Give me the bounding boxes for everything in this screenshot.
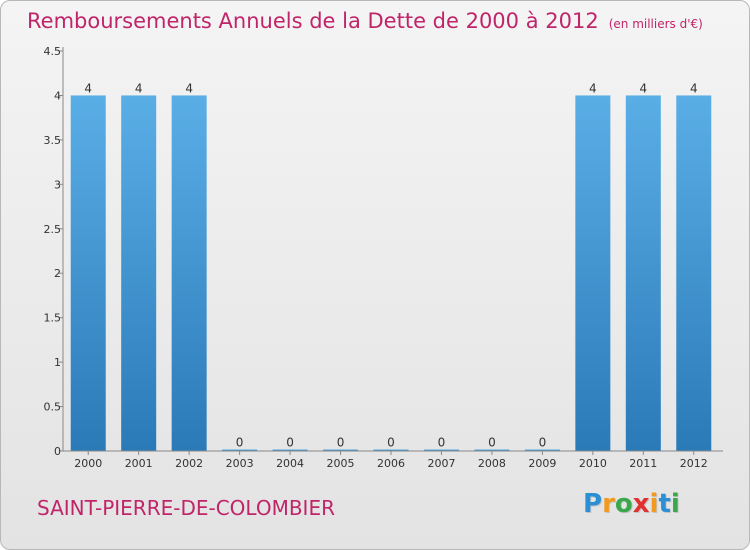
data-label-2009: 0 (539, 436, 547, 450)
data-label-2006: 0 (387, 436, 395, 450)
bar-2011 (625, 95, 661, 451)
chart-unit: (en milliers d'€) (608, 17, 703, 31)
x-tick-label-2008: 2008 (478, 457, 506, 470)
data-label-2007: 0 (438, 436, 446, 450)
brand-letter: i (670, 489, 680, 519)
bar-2002 (171, 95, 207, 451)
data-label-2008: 0 (488, 436, 496, 450)
data-label-2002: 4 (185, 81, 193, 95)
bar-2005 (323, 449, 359, 451)
chart-title: Remboursements Annuels de la Dette de 20… (27, 9, 703, 33)
brand-letter: o (614, 489, 633, 519)
bar-2004 (272, 449, 308, 451)
x-tick-label-2005: 2005 (327, 457, 355, 470)
bar-2009 (524, 449, 560, 451)
y-tick-label: 0 (54, 445, 61, 458)
y-tick-label: 4 (54, 89, 61, 102)
data-label-2010: 4 (589, 81, 597, 95)
bars-group: 4 4 4 0 0 0 0 0 0 0 4 4 4 (70, 81, 712, 451)
y-tick-label: 1 (54, 356, 61, 369)
commune-name: SAINT-PIERRE-DE-COLOMBIER (37, 496, 335, 520)
x-tick-label-2003: 2003 (226, 457, 254, 470)
y-tick-label: 4.5 (44, 45, 62, 58)
x-tick-label-2009: 2009 (528, 457, 556, 470)
y-tick-label: 2 (54, 267, 61, 280)
x-tick-label-2007: 2007 (427, 457, 455, 470)
y-tick-label: 1.5 (44, 312, 62, 325)
brand-letter: x (632, 489, 650, 519)
brand-letter: i (649, 489, 659, 519)
brand-letter: P (583, 489, 603, 519)
bar-2012 (676, 95, 712, 451)
x-tick-label-2000: 2000 (74, 457, 102, 470)
bar-2000 (70, 95, 106, 451)
data-label-2001: 4 (135, 81, 143, 95)
brand-logo: Proxiti (583, 489, 680, 519)
bar-2003 (222, 449, 258, 451)
y-tick-label: 3 (54, 178, 61, 191)
y-tick-label: 0.5 (44, 401, 62, 414)
bar-2006 (373, 449, 409, 451)
x-tick-label-2004: 2004 (276, 457, 304, 470)
data-label-2012: 4 (690, 81, 698, 95)
data-label-2000: 4 (84, 81, 92, 95)
x-tick-label-2002: 2002 (175, 457, 203, 470)
x-tick-label-2001: 2001 (125, 457, 153, 470)
bar-2001 (121, 95, 157, 451)
axes-group: 2000 2001 2002 2003 2004 2005 2006 2007 2008 2009… (44, 45, 723, 470)
brand-letter: r (602, 489, 615, 519)
x-tick-label-2010: 2010 (579, 457, 607, 470)
x-tick-label-2012: 2012 (680, 457, 708, 470)
data-label-2003: 0 (236, 436, 244, 450)
x-tick-label-2006: 2006 (377, 457, 405, 470)
bar-2008 (474, 449, 510, 451)
y-tick-label: 2.5 (44, 223, 62, 236)
x-tick-label-2011: 2011 (629, 457, 657, 470)
y-tick-label: 3.5 (44, 134, 62, 147)
data-label-2004: 0 (286, 436, 294, 450)
data-label-2005: 0 (337, 436, 345, 450)
bar-2007 (423, 449, 459, 451)
brand-letter: t (658, 489, 671, 519)
bar-2010 (575, 95, 611, 451)
data-label-2011: 4 (639, 81, 647, 95)
chart-title-text: Remboursements Annuels de la Dette de 20… (27, 9, 599, 33)
